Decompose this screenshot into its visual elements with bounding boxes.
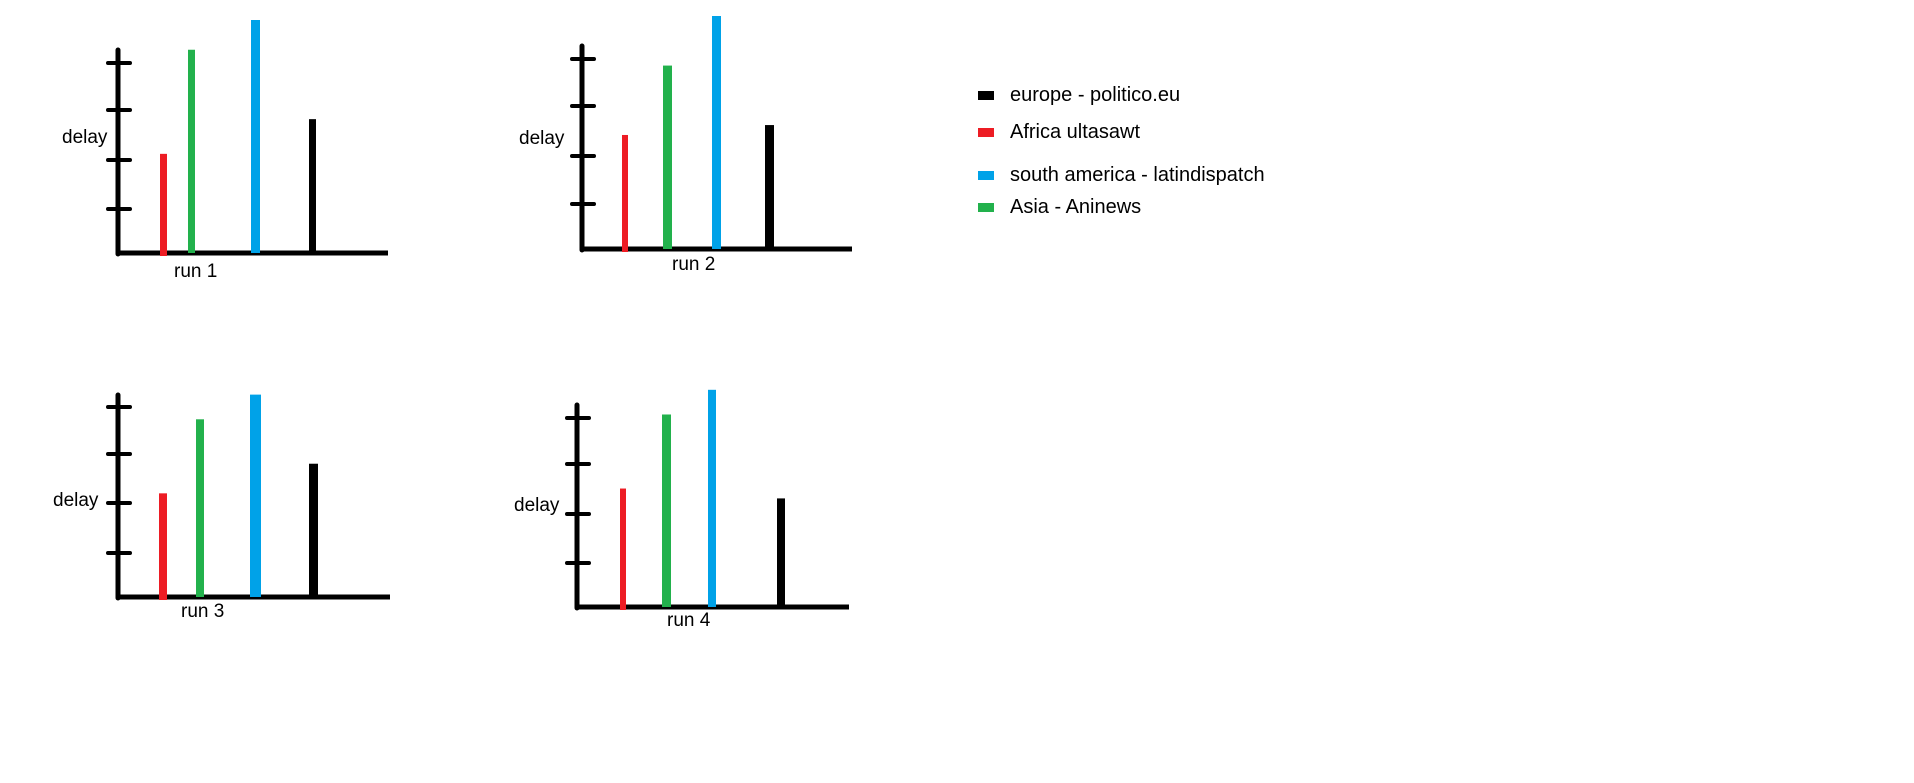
legend-item-asia: Asia - Aninews <box>978 196 1141 219</box>
bar-run-3-europe-politico-eu <box>309 463 318 597</box>
bar-run-2-africa-ultasawt <box>622 134 628 252</box>
bar-run-1-asia-aninews <box>188 49 195 253</box>
legend-swatch-africa <box>978 128 994 137</box>
legend-label-south-america: south america - latindispatch <box>1010 164 1265 186</box>
y-axis-label-run-2: delay <box>519 128 565 149</box>
bar-run-1-europe-politico-eu <box>309 119 316 254</box>
legend-swatch-europe <box>978 91 994 100</box>
legend-label-asia: Asia - Aninews <box>1010 196 1142 218</box>
legend-label-europe: europe - politico.eu <box>1010 84 1181 106</box>
bar-run-1-south-america-latindispatch <box>251 20 260 253</box>
bar-run-3-asia-aninews <box>196 419 204 597</box>
legend-item-europe: europe - politico.eu <box>978 84 1180 107</box>
bar-run-2-asia-aninews <box>663 65 672 250</box>
bar-run-2-europe-politico-eu <box>765 125 774 249</box>
bar-run-2-south-america-latindispatch <box>712 16 721 249</box>
x-axis-label-run-1: run 1 <box>174 261 217 282</box>
legend-swatch-south-america <box>978 171 994 180</box>
bar-run-4-europe-politico-eu <box>777 498 785 607</box>
bar-run-3-africa-ultasawt <box>159 493 167 600</box>
legend-swatch-asia <box>978 203 994 212</box>
legend-item-south-america: south america - latindispatch <box>978 164 1265 187</box>
bar-run-1-africa-ultasawt <box>160 153 167 256</box>
bar-run-4-asia-aninews <box>662 414 671 607</box>
x-axis-label-run-3: run 3 <box>181 601 224 622</box>
x-axis-label-run-2: run 2 <box>672 254 715 275</box>
y-axis-label-run-1: delay <box>62 127 108 148</box>
x-axis-label-run-4: run 4 <box>667 610 711 631</box>
bar-run-4-africa-ultasawt <box>620 488 626 610</box>
y-axis-label-run-4: delay <box>514 495 560 516</box>
y-axis-label-run-3: delay <box>53 490 99 511</box>
legend-item-africa: Africa ultasawt <box>978 121 1140 144</box>
legend-label-africa: Africa ultasawt <box>1010 121 1141 143</box>
bar-run-3-south-america-latindispatch <box>250 394 261 597</box>
bar-run-4-south-america-latindispatch <box>708 389 716 607</box>
